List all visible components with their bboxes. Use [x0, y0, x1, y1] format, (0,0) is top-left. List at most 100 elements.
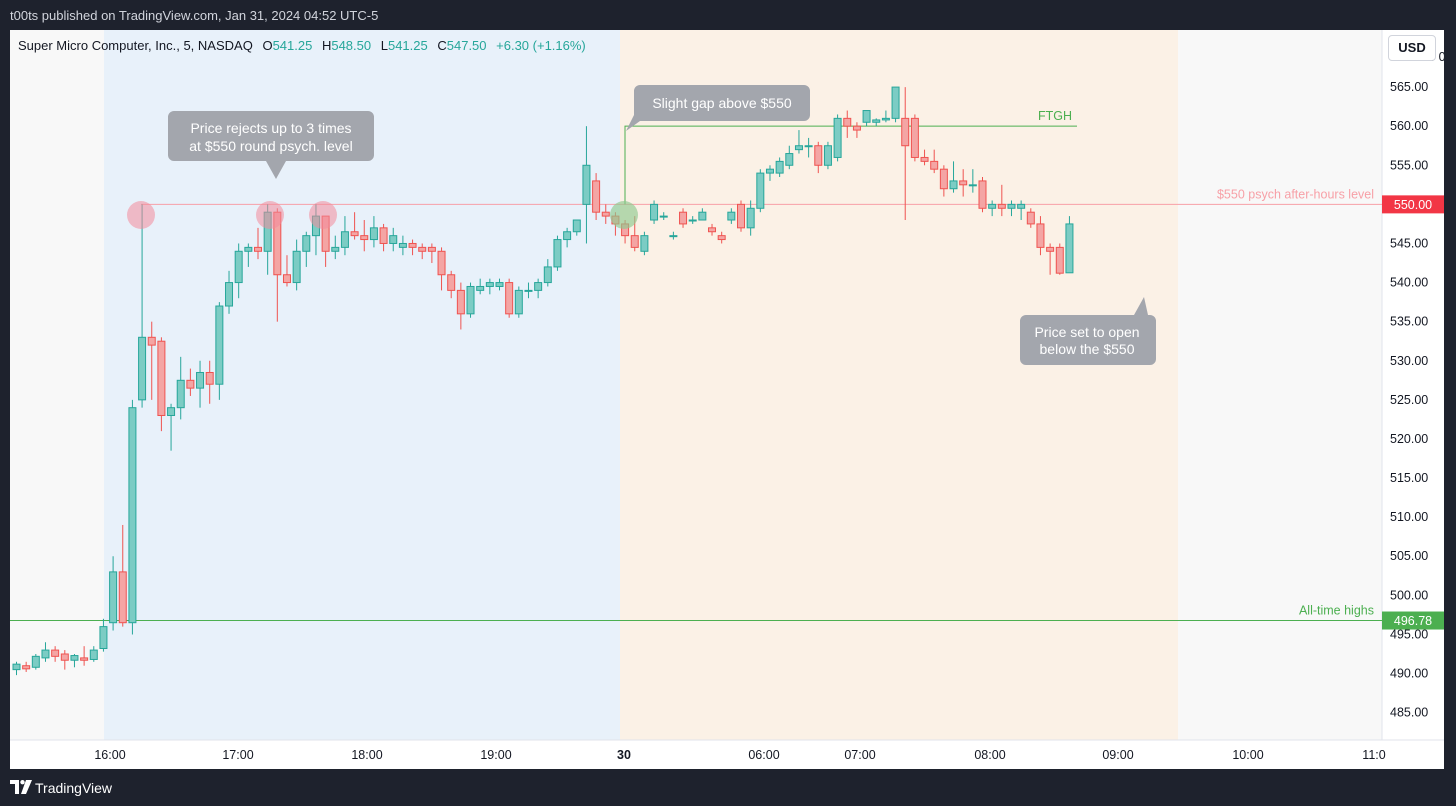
- candle[interactable]: [737, 200, 745, 232]
- candle[interactable]: [650, 200, 659, 224]
- candle[interactable]: [505, 278, 514, 318]
- candle[interactable]: [147, 321, 156, 400]
- candle[interactable]: [176, 356, 185, 420]
- candle[interactable]: [282, 255, 291, 287]
- candle[interactable]: [785, 145, 794, 170]
- candle[interactable]: [959, 169, 968, 197]
- candle[interactable]: [814, 141, 823, 174]
- candle[interactable]: [939, 165, 948, 197]
- candle[interactable]: [331, 235, 340, 260]
- candle[interactable]: [225, 270, 234, 314]
- candle[interactable]: [679, 208, 688, 228]
- candle[interactable]: [99, 618, 108, 652]
- candle[interactable]: [804, 137, 813, 158]
- candle[interactable]: [398, 235, 407, 256]
- candle[interactable]: [1007, 200, 1016, 217]
- callout-gap[interactable]: Slight gap above $550: [626, 85, 810, 131]
- candle[interactable]: [669, 231, 678, 240]
- candle[interactable]: [833, 114, 842, 162]
- candle[interactable]: [186, 368, 195, 396]
- candle[interactable]: [794, 130, 803, 154]
- candle[interactable]: [302, 231, 311, 267]
- price-label[interactable]: 496.78: [1382, 611, 1444, 630]
- candle[interactable]: [350, 212, 359, 240]
- candle[interactable]: [80, 646, 89, 666]
- price-axis[interactable]: 5 7 0 . 0 0 565.00560.00555.00545.00540.…: [1390, 50, 1444, 720]
- time-axis[interactable]: 16:00 17:00 18:00 19:00 30 06:00 07:00 08:00 09:…: [94, 748, 1385, 762]
- candle[interactable]: [765, 165, 774, 181]
- candle[interactable]: [659, 212, 668, 221]
- candle[interactable]: [1055, 243, 1064, 275]
- candle[interactable]: [12, 661, 21, 676]
- candle[interactable]: [978, 177, 987, 213]
- candle[interactable]: [968, 169, 977, 193]
- candle[interactable]: [31, 653, 40, 670]
- candle[interactable]: [601, 204, 610, 224]
- candle[interactable]: [563, 227, 572, 248]
- chart-panel[interactable]: $550 psych after-hours level All-time hi…: [10, 30, 1444, 769]
- candle[interactable]: [543, 259, 552, 287]
- candle[interactable]: [109, 556, 118, 631]
- candle[interactable]: [988, 200, 997, 217]
- candle[interactable]: [485, 278, 494, 295]
- candle[interactable]: [244, 243, 253, 267]
- candle[interactable]: [292, 239, 301, 291]
- candle[interactable]: [389, 227, 398, 252]
- candle[interactable]: [215, 302, 224, 400]
- candle[interactable]: [60, 650, 69, 670]
- candle[interactable]: [872, 118, 881, 127]
- candle[interactable]: [592, 173, 601, 221]
- candle[interactable]: [949, 161, 958, 193]
- candle[interactable]: [369, 216, 378, 248]
- candle[interactable]: [51, 646, 60, 662]
- candle[interactable]: [997, 184, 1006, 217]
- candle[interactable]: [1017, 200, 1026, 221]
- callout-rejects[interactable]: Price rejects up to 3 times at $550 roun…: [168, 111, 374, 179]
- candle[interactable]: [70, 653, 79, 668]
- candle[interactable]: [534, 278, 543, 299]
- ftgh-line[interactable]: [624, 125, 1077, 205]
- candle[interactable]: [843, 110, 852, 138]
- candle[interactable]: [698, 208, 707, 221]
- candle[interactable]: [717, 231, 726, 244]
- candle[interactable]: [340, 216, 349, 256]
- candle[interactable]: [118, 524, 127, 627]
- candle[interactable]: [41, 642, 50, 662]
- candle[interactable]: [1046, 243, 1055, 275]
- candle[interactable]: [852, 122, 861, 138]
- currency-button[interactable]: USD: [1388, 35, 1436, 61]
- candle[interactable]: [1026, 208, 1035, 228]
- candle[interactable]: [553, 235, 562, 271]
- candle[interactable]: [708, 223, 717, 236]
- candle[interactable]: [418, 243, 427, 260]
- candle[interactable]: [379, 223, 388, 252]
- candle[interactable]: [437, 247, 446, 291]
- candle[interactable]: [823, 141, 832, 170]
- candle[interactable]: [360, 220, 369, 252]
- candle[interactable]: [447, 270, 456, 299]
- candle[interactable]: [756, 169, 765, 213]
- candle[interactable]: [524, 282, 533, 299]
- candle[interactable]: [640, 231, 649, 256]
- candle[interactable]: [901, 87, 910, 221]
- candlestick-chart[interactable]: $550 psych after-hours level All-time hi…: [10, 30, 1444, 769]
- candle[interactable]: [254, 227, 262, 260]
- candle[interactable]: [138, 204, 147, 408]
- candle[interactable]: [891, 86, 900, 123]
- candle[interactable]: [89, 646, 98, 662]
- candle[interactable]: [22, 661, 31, 672]
- candle[interactable]: [1036, 216, 1045, 256]
- candle[interactable]: [128, 399, 137, 635]
- candle[interactable]: [727, 208, 736, 224]
- candle[interactable]: [427, 243, 436, 264]
- candle[interactable]: [234, 243, 243, 299]
- candle[interactable]: [476, 278, 485, 295]
- candle[interactable]: [881, 110, 890, 123]
- candle[interactable]: [920, 149, 929, 166]
- candle[interactable]: [1065, 216, 1074, 274]
- candle[interactable]: [514, 286, 523, 318]
- candle[interactable]: [582, 126, 591, 244]
- candle[interactable]: [205, 360, 214, 404]
- callout-open[interactable]: Price set to open below the $550: [1020, 297, 1156, 365]
- candle[interactable]: [910, 114, 919, 162]
